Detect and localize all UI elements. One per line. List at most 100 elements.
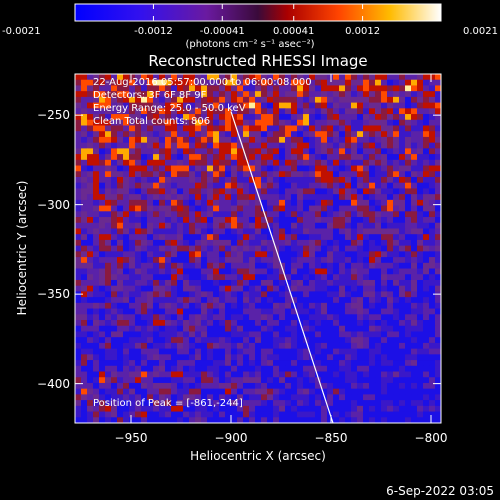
heatmap-cell xyxy=(435,211,442,218)
heatmap-cell xyxy=(183,142,190,149)
heatmap-cell xyxy=(153,394,160,401)
heatmap-cell xyxy=(333,148,340,155)
heatmap-cell xyxy=(93,182,100,189)
heatmap-cell xyxy=(249,188,256,195)
heatmap-cell xyxy=(411,279,418,287)
heatmap-cell xyxy=(273,91,280,98)
heatmap-cell xyxy=(303,205,310,212)
heatmap-cell xyxy=(333,114,340,121)
heatmap-cell xyxy=(177,297,184,304)
heatmap-cell xyxy=(321,325,328,332)
heatmap-cell xyxy=(81,74,88,81)
heatmap-cell xyxy=(231,360,238,367)
heatmap-cell xyxy=(219,176,226,184)
heatmap-cell xyxy=(183,205,190,212)
heatmap-cell xyxy=(399,159,406,166)
heatmap-cell xyxy=(201,211,208,218)
heatmap-cell xyxy=(189,274,196,281)
heatmap-cell xyxy=(321,114,328,121)
heatmap-cell xyxy=(261,108,268,115)
heatmap-cell xyxy=(243,411,250,418)
heatmap-cell xyxy=(81,96,88,104)
heatmap-cell xyxy=(159,119,166,126)
heatmap-cell xyxy=(309,159,316,166)
heatmap-cell xyxy=(279,314,286,321)
heatmap-cell xyxy=(141,365,148,372)
heatmap-cell xyxy=(165,234,172,241)
heatmap-cell xyxy=(123,211,130,218)
heatmap-cell xyxy=(273,382,280,390)
heatmap-cell xyxy=(279,194,286,201)
heatmap-cell xyxy=(345,85,352,92)
heatmap-cell xyxy=(339,211,346,218)
heatmap-cell xyxy=(153,239,160,247)
heatmap-cell xyxy=(189,125,196,132)
heatmap-cell xyxy=(261,371,268,378)
heatmap-cell xyxy=(123,79,130,86)
heatmap-cell xyxy=(405,188,412,195)
heatmap-cell xyxy=(303,331,310,338)
heatmap-cell xyxy=(189,382,196,390)
heatmap-cell xyxy=(321,85,328,92)
heatmap-cell xyxy=(87,268,94,275)
heatmap-cell xyxy=(375,268,382,275)
heatmap-cell xyxy=(111,96,118,104)
heatmap-cell xyxy=(225,188,232,195)
heatmap-cell xyxy=(339,74,346,81)
heatmap-cell xyxy=(345,234,352,241)
heatmap-cell xyxy=(423,262,430,269)
heatmap-cell xyxy=(165,405,172,412)
heatmap-cell xyxy=(363,131,370,138)
heatmap-cell xyxy=(279,331,286,338)
heatmap-cell xyxy=(285,79,292,86)
heatmap-cell xyxy=(159,171,166,178)
heatmap-cell xyxy=(207,394,214,401)
heatmap-cell xyxy=(345,320,352,327)
heatmap-cell xyxy=(417,417,424,424)
heatmap-cell xyxy=(123,394,130,401)
heatmap-cell xyxy=(297,297,304,304)
heatmap-cell xyxy=(153,365,160,372)
heatmap-cell xyxy=(267,211,274,218)
heatmap-cell xyxy=(213,91,220,98)
heatmap-cell xyxy=(231,79,238,86)
heatmap-cell xyxy=(375,417,382,424)
heatmap-cell xyxy=(285,194,292,201)
heatmap-cell xyxy=(231,131,238,138)
heatmap-cell xyxy=(375,297,382,304)
heatmap-cell xyxy=(135,176,142,184)
heatmap-cell xyxy=(363,297,370,304)
heatmap-cell xyxy=(303,382,310,390)
heatmap-cell xyxy=(231,411,238,418)
heatmap-cell xyxy=(381,102,388,109)
heatmap-cell xyxy=(405,91,412,98)
heatmap-cell xyxy=(237,388,244,395)
heatmap-cell xyxy=(327,302,334,309)
heatmap-cell xyxy=(405,405,412,412)
heatmap-cell xyxy=(171,308,178,315)
heatmap-cell xyxy=(381,194,388,201)
heatmap-cell xyxy=(429,274,436,281)
heatmap-cell xyxy=(267,377,274,384)
heatmap-cell xyxy=(195,337,202,344)
heatmap-cell xyxy=(219,291,226,298)
heatmap-cell xyxy=(267,142,274,149)
heatmap-cell xyxy=(321,314,328,321)
heatmap-cell xyxy=(111,268,118,275)
heatmap-cell xyxy=(387,257,394,264)
heatmap-cell xyxy=(411,222,418,229)
heatmap-cell xyxy=(345,360,352,367)
heatmap-cell xyxy=(321,228,328,235)
heatmap-cell xyxy=(111,159,118,166)
heatmap-cell xyxy=(213,348,220,355)
heatmap-cell xyxy=(267,331,274,338)
heatmap-cell xyxy=(135,388,142,395)
heatmap-cell xyxy=(339,377,346,384)
heatmap-cell xyxy=(417,291,424,298)
heatmap-cell xyxy=(381,365,388,372)
heatmap-cell xyxy=(387,365,394,372)
heatmap-cell xyxy=(267,354,274,361)
heatmap-cell xyxy=(99,342,106,350)
heatmap-cell xyxy=(93,108,100,115)
heatmap-cell xyxy=(111,108,118,115)
